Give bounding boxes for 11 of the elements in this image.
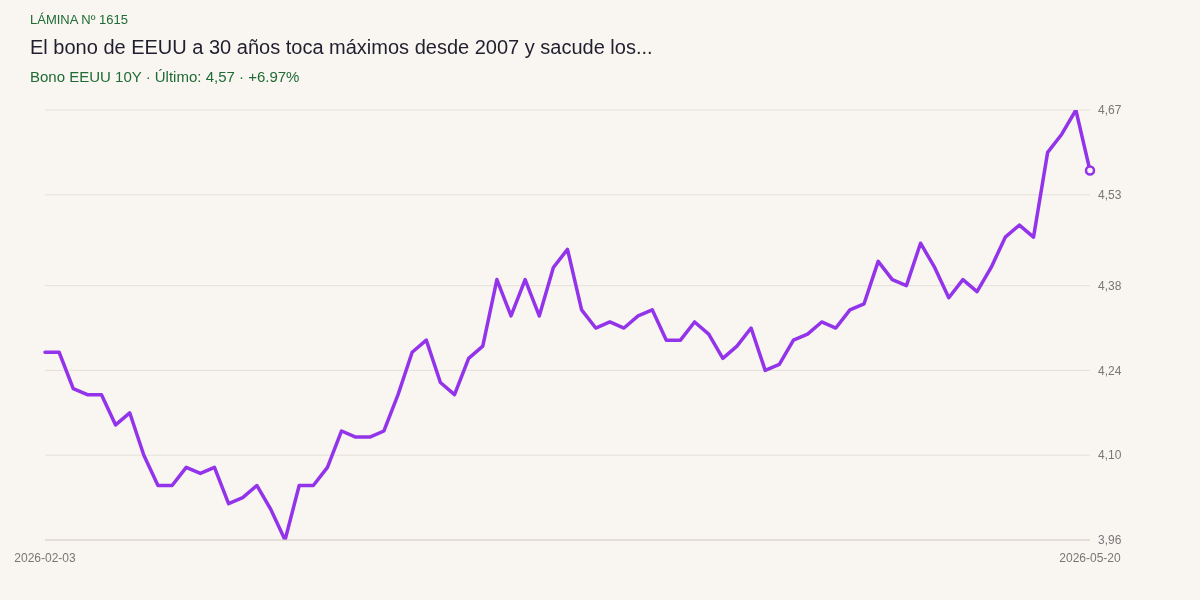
text: LÁMINA Nº 1615 xyxy=(30,12,128,27)
x-tick-label: 2026-02-03 xyxy=(14,551,77,565)
y-tick-label: 4,67 xyxy=(1098,103,1122,118)
y-tick-label: 3,96 xyxy=(1098,533,1122,548)
x-tick-label: 2026-05-20 xyxy=(1059,551,1122,565)
y-tick-label: 4,38 xyxy=(1098,278,1122,293)
y-tick-label: 4,53 xyxy=(1098,188,1122,203)
chart-title: El bono de EEUU a 30 años toca máximos desde 2007 y sacude los... xyxy=(30,36,653,59)
y-tick-label: 4,24 xyxy=(1098,363,1122,378)
y-tick-label: 4,10 xyxy=(1098,448,1122,463)
chart-subtitle: Bono EEUU 10Y · Último: 4,57 · +6.97% xyxy=(30,68,300,85)
